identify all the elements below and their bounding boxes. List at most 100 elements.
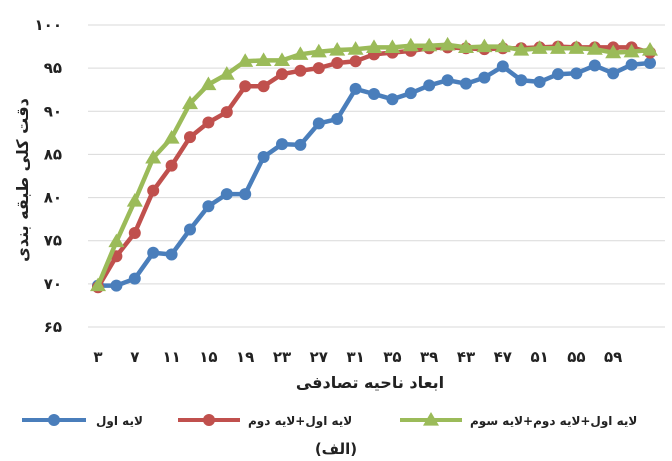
series-2-point-31 bbox=[349, 55, 362, 68]
legend-item-1: لایه اول bbox=[22, 414, 143, 429]
series-2-point-15 bbox=[202, 116, 215, 129]
series-3-point-31 bbox=[347, 41, 364, 55]
series-3-point-47 bbox=[494, 38, 511, 53]
x-tick-7: ۷ bbox=[130, 348, 139, 366]
series-1-point-59 bbox=[607, 67, 620, 80]
series-3-point-39 bbox=[421, 37, 438, 52]
series-1-point-45 bbox=[478, 71, 491, 84]
series-2-line bbox=[96, 44, 651, 289]
series-1-point-19 bbox=[239, 188, 252, 201]
series-1-point-13 bbox=[184, 223, 196, 236]
series-1-point-11 bbox=[165, 248, 178, 261]
series-3-point-61 bbox=[623, 43, 640, 58]
legend-label-1: لایه اول bbox=[96, 414, 143, 429]
series-2-point-19 bbox=[239, 80, 252, 93]
series-3-point-13 bbox=[182, 95, 198, 110]
series-1-point-33 bbox=[368, 88, 380, 101]
legend: لایه اول لایه اول+لایه دوم لایه اول+لایه د… bbox=[22, 412, 637, 429]
series-3-point-9 bbox=[145, 149, 162, 164]
series-3-point-41 bbox=[439, 36, 456, 51]
series-1-point-5 bbox=[110, 279, 123, 292]
series-3-point-59 bbox=[605, 44, 622, 59]
x-tick-35: ۳۵ bbox=[383, 348, 401, 366]
series-3-point-3 bbox=[90, 277, 106, 292]
x-tick-59: ۵۹ bbox=[604, 348, 622, 366]
series-2-point-11 bbox=[165, 159, 178, 172]
x-tick-55: ۵۵ bbox=[567, 348, 585, 366]
legend-label-2: لایه اول+لایه دوم bbox=[248, 414, 352, 429]
legend-label-3: لایه اول+لایه دوم+لایه سوم bbox=[470, 414, 637, 429]
y-tick-labels: ۶۵ ۷۰ ۷۵ ۸۰ ۸۵ ۹۰ ۹۵ ۱۰۰ bbox=[35, 16, 62, 336]
legend-item-3: لایه اول+لایه دوم+لایه سوم bbox=[400, 412, 637, 429]
series-1-point-49 bbox=[515, 74, 528, 87]
series-3-point-33 bbox=[366, 39, 382, 54]
series-1-point-35 bbox=[386, 93, 399, 106]
series-3-point-23 bbox=[274, 52, 290, 66]
series-3-point-37 bbox=[402, 37, 419, 52]
series-3-point-19 bbox=[237, 53, 254, 67]
series-1-point-21 bbox=[257, 151, 270, 164]
y-tick-90: ۹۰ bbox=[44, 102, 62, 120]
series-2-point-7 bbox=[128, 226, 141, 239]
x-tick-labels: ۳ ۷ ۱۱ ۱۵ ۱۹ ۲۳ ۲۷ ۳۱ ۳۵ ۳۹ ۴۳ ۴۷ ۵۱ ۵۵ ۵۹ bbox=[93, 348, 622, 366]
y-tick-75: ۷۵ bbox=[44, 232, 62, 250]
series-1-point-53 bbox=[552, 68, 564, 81]
series-1-point-17 bbox=[220, 188, 233, 201]
series-3-point-43 bbox=[458, 39, 474, 54]
legend-swatch-marker-2 bbox=[203, 414, 215, 426]
series-1-point-37 bbox=[404, 87, 417, 100]
series-2-point-13 bbox=[184, 131, 196, 144]
legend-swatch-marker-3 bbox=[423, 412, 439, 426]
x-tick-3: ۳ bbox=[93, 348, 102, 366]
x-tick-23: ۲۳ bbox=[273, 348, 291, 366]
y-tick-65: ۶۵ bbox=[44, 318, 62, 336]
series-1-point-51 bbox=[533, 75, 546, 88]
series-3-point-49 bbox=[513, 42, 530, 56]
y-tick-95: ۹۵ bbox=[44, 59, 62, 77]
series-2-point-9 bbox=[147, 184, 160, 197]
series-1 bbox=[92, 56, 656, 292]
series-3-point-5 bbox=[108, 233, 125, 248]
x-tick-43: ۴۳ bbox=[457, 348, 475, 366]
series-layer bbox=[90, 36, 658, 294]
series-1-point-25 bbox=[294, 138, 307, 151]
y-tick-85: ۸۵ bbox=[44, 145, 62, 163]
y-tick-80: ۸۰ bbox=[44, 189, 62, 207]
x-tick-15: ۱۵ bbox=[199, 348, 217, 366]
series-1-point-63 bbox=[644, 56, 656, 69]
series-3-line bbox=[95, 42, 651, 287]
series-3-point-21 bbox=[255, 52, 272, 66]
series-3-point-57 bbox=[586, 41, 603, 55]
series-1-point-27 bbox=[312, 117, 325, 130]
legend-swatch-marker-1 bbox=[48, 414, 60, 426]
figure-caption: (الف) bbox=[315, 440, 357, 458]
series-3-point-27 bbox=[310, 43, 327, 58]
series-1-point-55 bbox=[570, 67, 583, 80]
series-3-point-25 bbox=[292, 46, 309, 60]
series-2-point-23 bbox=[276, 68, 288, 81]
series-2-point-27 bbox=[312, 62, 325, 75]
y-tick-70: ۷۰ bbox=[44, 275, 62, 293]
series-2-point-29 bbox=[331, 56, 344, 69]
series-1-point-29 bbox=[331, 113, 344, 126]
y-axis-title: دقت کلی طبقه بندی bbox=[13, 98, 32, 262]
legend-item-2: لایه اول+لایه دوم bbox=[178, 414, 352, 429]
series-1-point-57 bbox=[588, 59, 601, 72]
x-tick-11: ۱۱ bbox=[162, 348, 180, 366]
series-3-point-51 bbox=[531, 40, 548, 54]
x-tick-39: ۳۹ bbox=[420, 348, 438, 366]
x-tick-31: ۳۱ bbox=[346, 348, 364, 366]
series-1-point-15 bbox=[202, 200, 215, 213]
series-2-point-17 bbox=[220, 106, 233, 119]
series-1-point-9 bbox=[147, 246, 160, 259]
series-3-point-63 bbox=[642, 42, 658, 56]
series-2-point-21 bbox=[257, 80, 270, 93]
series-3-point-45 bbox=[476, 38, 493, 53]
series-1-point-39 bbox=[423, 79, 436, 92]
series-1-point-23 bbox=[276, 138, 288, 151]
series-3-point-35 bbox=[384, 39, 401, 54]
series-1-point-43 bbox=[460, 77, 472, 90]
x-tick-47: ۴۷ bbox=[494, 348, 512, 366]
x-tick-27: ۲۷ bbox=[310, 348, 328, 366]
